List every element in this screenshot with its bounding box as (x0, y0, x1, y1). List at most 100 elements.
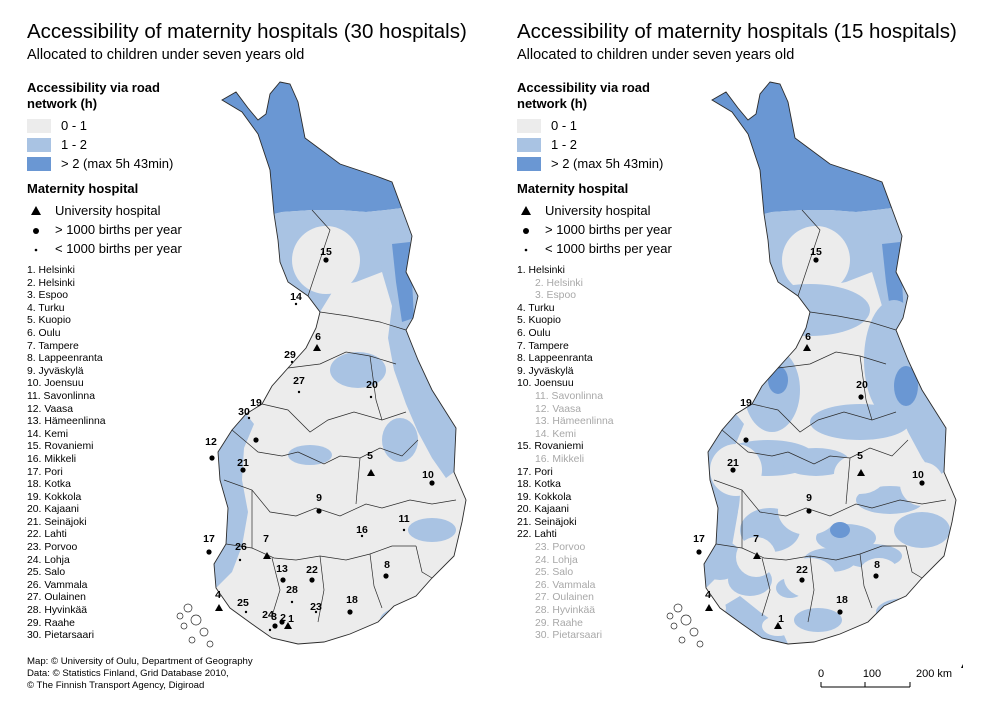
small-hospital-marker (314, 610, 318, 614)
small-hospital-marker (244, 610, 248, 614)
hospital-markers: 1 4 5 6 7 8 9 10 15 17 18 19 20 21 22 (693, 246, 925, 629)
scale-tick-label: 0 (818, 668, 824, 680)
hospital-list-item: 28. Hyvinkää (535, 605, 596, 617)
hospital-number-label: 6 (315, 331, 321, 343)
legend-label: > 2 (max 5h 43min) (551, 156, 664, 171)
large-hospital-marker (253, 437, 259, 443)
district-border (845, 457, 851, 505)
legend-label: 0 - 1 (551, 118, 578, 133)
accessibility-zones (704, 82, 956, 644)
hospital-number-label: 20 (366, 379, 378, 391)
north-arrow-icon (961, 664, 963, 668)
hospital-number-label: 2 (280, 612, 286, 624)
legend-swatch (27, 119, 51, 133)
large-hospital-marker (383, 573, 389, 579)
hospital-number-label: 10 (422, 469, 434, 481)
archipelago-island (188, 636, 196, 644)
district-border (307, 209, 331, 297)
hospital-list-item: 10. Joensuu (27, 378, 84, 390)
district-border (287, 351, 397, 369)
hospital-list-item: 9. Jyväskylä (27, 365, 84, 377)
legend-symbol-label: University hospital (55, 203, 161, 218)
legend-symbol-label: < 1000 births per year (55, 241, 182, 256)
hospital-list-item: 24. Lohja (27, 554, 70, 566)
large-hospital-marker (919, 480, 925, 486)
district-border (415, 545, 433, 579)
large-hospital-marker (209, 455, 215, 461)
hospital-number-label: 1 (778, 613, 784, 625)
legend-label: > 2 (max 5h 43min) (61, 156, 174, 171)
hospital-district-borders (713, 209, 947, 623)
zone-gt2h (894, 366, 918, 406)
zone-1-2h (794, 608, 842, 632)
large-hospital-marker (280, 577, 286, 583)
district-border (797, 209, 821, 297)
hospital-list-item: 4. Turku (517, 302, 555, 314)
district-border (721, 429, 789, 457)
archipelago-island (183, 603, 193, 613)
large-hospital-marker (279, 619, 285, 625)
legend-symbol-label: > 1000 births per year (55, 222, 182, 237)
hospital-number-label: 4 (215, 589, 221, 601)
legend-label: 1 - 2 (61, 137, 88, 152)
archipelago-island (180, 622, 188, 630)
credit-line: © The Finnish Transport Agency, Digiroad (27, 680, 205, 691)
hospital-list-item: 5. Kuopio (27, 315, 71, 327)
hospital-list-item: 16. Mikkeli (535, 453, 585, 465)
zone-1-2h (894, 512, 950, 548)
hospital-list-item: 13. Hämeenlinna (535, 416, 614, 428)
zone-lapland-gt2h (712, 82, 892, 214)
hospital-list-item: 7. Tampere (27, 340, 79, 352)
small-hospital-marker (290, 600, 294, 604)
hospital-list-item: 13. Hämeenlinna (27, 416, 106, 428)
hospital-list-item: 18. Kotka (517, 479, 561, 491)
hospital-number-label: 22 (306, 564, 318, 576)
large-hospital-marker (347, 609, 353, 615)
hospital-number-label: 28 (286, 584, 298, 596)
zone-1-2h (330, 352, 386, 388)
small-dot-icon (34, 248, 38, 252)
hospital-number-label: 24 (262, 609, 274, 621)
archipelago-island (678, 636, 686, 644)
hospital-number-label: 4 (705, 589, 711, 601)
small-hospital-marker (360, 534, 364, 538)
large-hospital-marker (696, 549, 702, 555)
small-dot-icon (524, 248, 528, 252)
hospital-list-item: 25. Salo (535, 567, 574, 579)
district-border (859, 355, 873, 421)
large-hospital-marker (316, 508, 322, 514)
hospital-number-label: 18 (346, 594, 358, 606)
archipelago-island (176, 612, 184, 620)
hospital-list: 1. Helsinki 2. Helsinki 3. Espoo 4. Turku 5.… (517, 265, 614, 643)
hospital-number-label: 17 (203, 533, 215, 545)
map-title: Accessibility of maternity hospitals (30… (27, 20, 467, 43)
hospital-number-label: 19 (740, 397, 752, 409)
hospital-number-label: 23 (310, 601, 322, 613)
hospital-number-label: 5 (857, 450, 863, 462)
hospital-number-label: 9 (806, 492, 812, 504)
scale-bar: 0 100 200 km (818, 664, 963, 688)
map-subtitle: Allocated to children under seven years … (517, 47, 795, 63)
hospital-number-label: 29 (284, 349, 296, 361)
hospital-list-item: 2. Helsinki (535, 277, 583, 289)
hospital-number-label: 20 (856, 379, 868, 391)
hospital-list-item: 20. Kajaani (517, 504, 569, 516)
hospital-list-item: 27. Oulainen (27, 592, 86, 604)
zone-1-2h (288, 445, 332, 465)
hospital-list-item: 20. Kajaani (27, 504, 79, 516)
scale-tick-label: 200 km (916, 668, 952, 680)
hospital-number-label: 18 (836, 594, 848, 606)
university-hospital-marker (215, 604, 223, 611)
map-panel-30-hospitals: Accessibility of maternity hospitals (30… (0, 0, 490, 709)
map-title: Accessibility of maternity hospitals (15… (517, 20, 957, 43)
hospital-list-item: 28. Hyvinkää (27, 605, 88, 617)
large-hospital-marker (323, 257, 329, 263)
hospital-number-label: 21 (237, 457, 249, 469)
hospital-legend-title: Maternity hospital (517, 181, 629, 196)
legend-label: 1 - 2 (551, 137, 578, 152)
zone-1-2h (876, 598, 936, 626)
hospital-number-label: 16 (356, 524, 368, 536)
hospital-list-item: 25. Salo (27, 567, 66, 579)
university-hospital-marker (803, 344, 811, 351)
hospital-list-item: 16. Mikkeli (27, 453, 77, 465)
